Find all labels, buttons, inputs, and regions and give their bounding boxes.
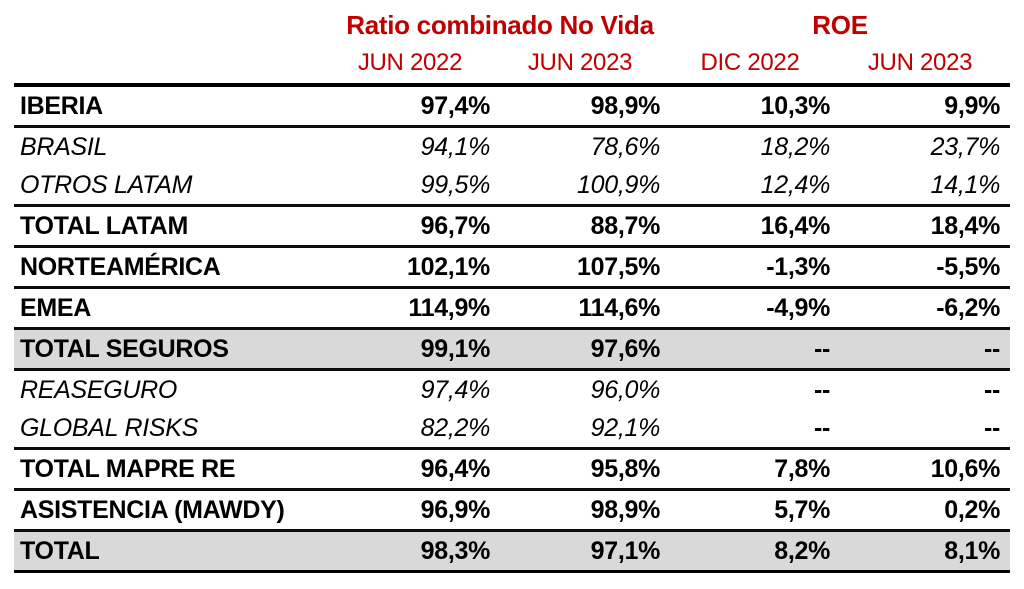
total-latam-rc-jun2023: 88,7% (500, 205, 671, 248)
asistencia-rc-jun2023: 98,9% (500, 489, 671, 532)
column-header-roe-dic-2022: DIC 2022 (670, 45, 841, 87)
row-iberia: IBERIA 97,4% 98,9% 10,3% 9,9% (14, 85, 1011, 128)
row-otros-latam: OTROS LATAM 99,5% 100,9% 12,4% 14,1% (14, 166, 1011, 207)
results-table: Ratio combinado No Vida ROE JUN 2022 JUN… (14, 5, 1011, 573)
row-label-total-latam: TOTAL LATAM (14, 205, 330, 248)
row-total-latam: TOTAL LATAM 96,7% 88,7% 16,4% 18,4% (14, 205, 1011, 248)
corner-empty-cell (14, 5, 330, 45)
label-column-header-empty (14, 45, 330, 87)
column-header-row: JUN 2022 JUN 2023 DIC 2022 JUN 2023 (14, 45, 1011, 87)
reaseguro-roe-dic2022: -- (670, 369, 841, 409)
row-label-asistencia-mawdy: ASISTENCIA (MAWDY) (14, 489, 330, 532)
row-label-brasil: BRASIL (14, 126, 330, 166)
brasil-rc-jun2022: 94,1% (330, 126, 500, 166)
row-total-mapre-re: TOTAL MAPRE RE 96,4% 95,8% 7,8% 10,6% (14, 448, 1011, 491)
otros-latam-roe-jun2023: 14,1% (840, 166, 1011, 207)
group-header-row: Ratio combinado No Vida ROE (14, 5, 1010, 45)
column-header-roe-jun-2023: JUN 2023 (840, 45, 1011, 87)
norteamerica-rc-jun2022: 102,1% (330, 246, 500, 289)
brasil-roe-jun2023: 23,7% (840, 126, 1011, 166)
total-latam-rc-jun2022: 96,7% (330, 205, 500, 248)
iberia-roe-dic2022: 10,3% (670, 85, 841, 128)
total-rc-jun2022: 98,3% (330, 530, 500, 573)
row-label-global-risks: GLOBAL RISKS (14, 409, 330, 450)
row-asistencia-mawdy: ASISTENCIA (MAWDY) 96,9% 98,9% 5,7% 0,2% (14, 489, 1011, 532)
total-seguros-roe-jun2023: -- (840, 328, 1011, 371)
norteamerica-roe-jun2023: -5,5% (840, 246, 1011, 289)
report-sheet: Ratio combinado No Vida ROE JUN 2022 JUN… (14, 5, 1011, 573)
row-emea: EMEA 114,9% 114,6% -4,9% -6,2% (14, 287, 1011, 330)
total-rc-jun2023: 97,1% (500, 530, 671, 573)
asistencia-roe-dic2022: 5,7% (670, 489, 841, 532)
row-label-total: TOTAL (14, 530, 330, 573)
reaseguro-roe-jun2023: -- (840, 369, 1011, 409)
global-risks-rc-jun2022: 82,2% (330, 409, 500, 450)
group-header-roe: ROE (812, 9, 868, 40)
total-roe-jun2023: 8,1% (840, 530, 1011, 573)
row-total-seguros: TOTAL SEGUROS 99,1% 97,6% -- -- (14, 328, 1011, 371)
emea-roe-dic2022: -4,9% (670, 287, 841, 330)
norteamerica-roe-dic2022: -1,3% (670, 246, 841, 289)
global-risks-rc-jun2023: 92,1% (500, 409, 671, 450)
total-mapre-re-rc-jun2023: 95,8% (500, 448, 671, 491)
total-roe-dic2022: 8,2% (670, 530, 841, 573)
emea-rc-jun2023: 114,6% (500, 287, 671, 330)
row-brasil: BRASIL 94,1% 78,6% 18,2% 23,7% (14, 126, 1011, 166)
row-global-risks: GLOBAL RISKS 82,2% 92,1% -- -- (14, 409, 1011, 450)
row-label-otros-latam: OTROS LATAM (14, 166, 330, 207)
group-header-ratio-combinado: Ratio combinado No Vida (346, 9, 654, 40)
iberia-rc-jun2023: 98,9% (500, 85, 671, 128)
total-mapre-re-rc-jun2022: 96,4% (330, 448, 500, 491)
total-seguros-rc-jun2023: 97,6% (500, 328, 671, 371)
total-latam-roe-dic2022: 16,4% (670, 205, 841, 248)
reaseguro-rc-jun2023: 96,0% (500, 369, 671, 409)
iberia-rc-jun2022: 97,4% (330, 85, 500, 128)
row-label-emea: EMEA (14, 287, 330, 330)
reaseguro-rc-jun2022: 97,4% (330, 369, 500, 409)
brasil-roe-dic2022: 18,2% (670, 126, 841, 166)
otros-latam-roe-dic2022: 12,4% (670, 166, 841, 207)
row-label-total-mapre-re: TOTAL MAPRE RE (14, 448, 330, 491)
global-risks-roe-dic2022: -- (670, 409, 841, 450)
asistencia-roe-jun2023: 0,2% (840, 489, 1011, 532)
norteamerica-rc-jun2023: 107,5% (500, 246, 671, 289)
row-label-reaseguro: REASEGURO (14, 369, 330, 409)
iberia-roe-jun2023: 9,9% (840, 85, 1011, 128)
otros-latam-rc-jun2023: 100,9% (500, 166, 671, 207)
brasil-rc-jun2023: 78,6% (500, 126, 671, 166)
total-mapre-re-roe-dic2022: 7,8% (670, 448, 841, 491)
total-mapre-re-roe-jun2023: 10,6% (840, 448, 1011, 491)
asistencia-rc-jun2022: 96,9% (330, 489, 500, 532)
row-total: TOTAL 98,3% 97,1% 8,2% 8,1% (14, 530, 1011, 573)
row-label-iberia: IBERIA (14, 85, 330, 128)
row-norteamerica: NORTEAMÉRICA 102,1% 107,5% -1,3% -5,5% (14, 246, 1011, 289)
emea-roe-jun2023: -6,2% (840, 287, 1011, 330)
global-risks-roe-jun2023: -- (840, 409, 1011, 450)
emea-rc-jun2022: 114,9% (330, 287, 500, 330)
column-header-rc-jun-2022: JUN 2022 (330, 45, 500, 87)
row-label-total-seguros: TOTAL SEGUROS (14, 328, 330, 371)
otros-latam-rc-jun2022: 99,5% (330, 166, 500, 207)
total-seguros-rc-jun2022: 99,1% (330, 328, 500, 371)
row-label-norteamerica: NORTEAMÉRICA (14, 246, 330, 289)
total-seguros-roe-dic2022: -- (670, 328, 841, 371)
column-header-rc-jun-2023: JUN 2023 (500, 45, 671, 87)
row-reaseguro: REASEGURO 97,4% 96,0% -- -- (14, 369, 1011, 409)
total-latam-roe-jun2023: 18,4% (840, 205, 1011, 248)
